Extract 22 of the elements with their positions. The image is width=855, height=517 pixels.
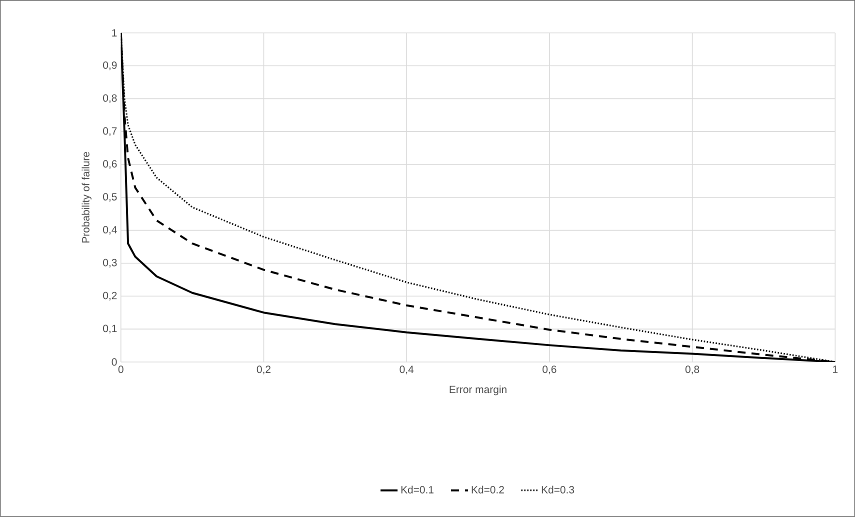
legend-label: Kd=0.3 [542, 486, 574, 494]
legend-label: Kd=0.2 [472, 486, 504, 494]
y-tick-label: 0,8 [103, 94, 117, 104]
y-tick-label: 0,3 [103, 258, 117, 268]
x-tick-label: 0,6 [542, 366, 556, 374]
y-tick-label: 0 [112, 358, 117, 366]
y-tick-label: 0,6 [103, 160, 117, 169]
y-tick-label: 0,4 [103, 226, 117, 235]
x-tick-label: 0,2 [256, 366, 270, 374]
y-tick-label: 0,9 [103, 62, 117, 70]
y-tick-label: 0,2 [103, 292, 117, 301]
y-tick-label: 0,7 [103, 127, 117, 136]
y-tick-label: 0,1 [103, 324, 117, 334]
x-tick-label: 1 [833, 366, 838, 373]
x-tick-label: 0,4 [400, 366, 414, 374]
y-axis-title: Probability of failure [82, 152, 92, 243]
legend-label: Kd=0.1 [401, 486, 434, 494]
y-tick-label: 0,5 [103, 193, 117, 202]
x-tick-label: 0,8 [685, 366, 700, 374]
x-tick-label: 0 [118, 366, 124, 374]
x-axis-title: Error margin [450, 386, 506, 396]
y-tick-label: 1 [112, 29, 117, 37]
